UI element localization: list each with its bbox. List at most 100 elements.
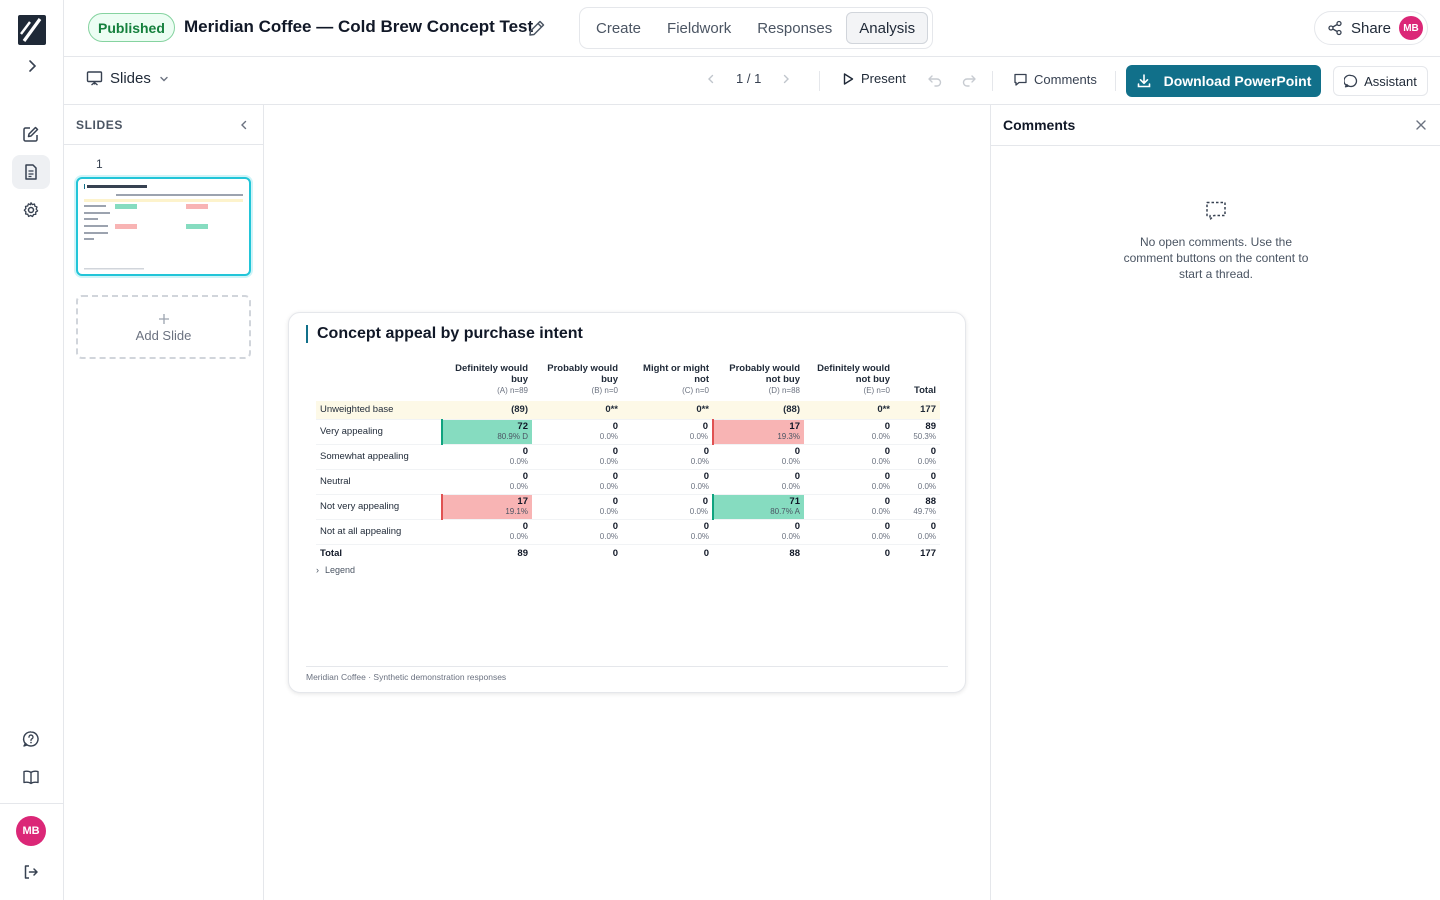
column-header: Definitely would not buy (E) n=0 (817, 363, 890, 395)
prev-page-icon[interactable] (704, 72, 718, 86)
rail-help-button[interactable] (12, 722, 50, 756)
table-cell: 0 0.0% (442, 469, 532, 495)
left-rail: MB (0, 0, 64, 900)
slide-thumbnail[interactable] (76, 177, 251, 276)
tab-create[interactable]: Create (596, 19, 642, 37)
tab-analysis[interactable]: Analysis (846, 12, 929, 44)
cell-percent: 19.1% (505, 507, 528, 516)
cell-count: 0 (794, 471, 800, 482)
legend-label: Legend (325, 565, 356, 575)
collapse-panel-icon[interactable] (237, 118, 251, 132)
total-cell: 89 (517, 548, 528, 559)
cell-percent: 0.0% (871, 532, 890, 541)
close-icon[interactable] (1414, 118, 1428, 132)
slides-heading: SLIDES (76, 117, 123, 132)
slides-toolbar: Slides 1 / 1 Present Comments Download P… (64, 57, 1440, 105)
next-page-icon[interactable] (779, 72, 793, 86)
row-label: Total (320, 548, 342, 559)
cell-percent: 0.0% (917, 482, 936, 491)
table-cell: 0 0.0% (804, 494, 894, 520)
cell-percent: 50.3% (913, 432, 936, 441)
rail-settings-button[interactable] (12, 193, 50, 227)
legend-toggle[interactable]: › Legend (316, 565, 355, 575)
cell-count: 0 (703, 471, 709, 482)
cell-count: 0 (702, 421, 708, 432)
cell-percent: 0.0% (871, 432, 890, 441)
view-dropdown[interactable]: Slides (86, 70, 170, 87)
table-cell: 0 0.0% (622, 469, 713, 495)
cell-percent: 0.0% (689, 432, 708, 441)
comments-toggle-button[interactable]: Comments (1013, 72, 1097, 87)
table-cell: 17 19.3% (712, 419, 804, 445)
cell-count: 0 (612, 471, 618, 482)
presentation-icon (86, 70, 103, 87)
total-cell: 177 (920, 548, 936, 559)
rail-edit-button[interactable] (12, 117, 50, 151)
table-cell: 17 19.1% (441, 494, 532, 520)
edit-icon (22, 125, 40, 143)
row-label: Somewhat appealing (316, 444, 442, 470)
slide-title: Concept appeal by purchase intent (306, 325, 583, 343)
download-icon (1136, 73, 1152, 89)
download-powerpoint-button[interactable]: Download PowerPoint (1126, 65, 1321, 97)
crosstab-table: Definitely would buy (A) n=89 Probably wo… (316, 363, 940, 563)
top-header: Published Meridian Coffee — Cold Brew Co… (64, 0, 1440, 57)
share-button[interactable]: Share MB (1313, 11, 1428, 45)
cell-percent: 0.0% (690, 532, 709, 541)
cell-count: 0 (884, 496, 890, 507)
cell-count: 0 (702, 496, 708, 507)
cell-count: 0 (884, 446, 890, 457)
expand-chevron-icon[interactable] (22, 56, 42, 76)
present-button[interactable]: Present (841, 71, 906, 86)
tab-responses[interactable]: Responses (757, 19, 833, 37)
cell-count: 0 (930, 521, 936, 532)
main-tabs: Create Fieldwork Responses Analysis (579, 7, 934, 49)
table-cell: 0 0.0% (532, 444, 622, 470)
survey-title: Meridian Coffee — Cold Brew Concept Test (184, 17, 534, 36)
cell-count: 0 (884, 471, 890, 482)
table-row: Not at all appealing 0 0.0% 0 0.0% 0 0.0% 0 0.0%… (316, 519, 940, 545)
assistant-label: Assistant (1364, 73, 1417, 89)
cell-percent: 80.7% A (770, 507, 800, 516)
column-header: Probably would buy (B) n=0 (547, 363, 618, 395)
header-avatar[interactable]: MB (1399, 16, 1423, 40)
base-row: Unweighted base (89) 0** 0** (88) 0** 177 (316, 401, 940, 420)
chat-bubble-icon (1344, 74, 1358, 88)
app-logo-icon[interactable] (18, 15, 46, 45)
row-label: Not very appealing (316, 494, 442, 520)
table-row: Not very appealing 17 19.1% 0 0.0% 0 0.0% 71 80.… (316, 494, 940, 520)
cell-percent: 0.0% (917, 457, 936, 466)
cell-percent: 0.0% (509, 482, 528, 491)
page-indicator: 1 / 1 (736, 71, 762, 86)
table-cell: 0 0.0% (713, 469, 804, 495)
cell-count: 0 (930, 446, 936, 457)
total-cell: 0 (884, 548, 890, 559)
slide[interactable]: Concept appeal by purchase intent Defini… (288, 312, 966, 693)
base-cell: (89) (442, 401, 532, 420)
slide-footer: Meridian Coffee · Synthetic demonstratio… (306, 666, 948, 682)
cell-percent: 0.0% (781, 532, 800, 541)
add-slide-button[interactable]: Add Slide (76, 295, 251, 359)
column-header: Probably would not buy (D) n=88 (729, 363, 800, 395)
table-cell: 0 0.0% (804, 519, 894, 545)
tab-fieldwork[interactable]: Fieldwork (667, 19, 732, 37)
table-cell: 0 0.0% (532, 519, 622, 545)
cell-percent: 0.0% (599, 532, 618, 541)
empty-comments-text: No open comments. Use the comment button… (1123, 235, 1309, 281)
rail-docs-button[interactable] (12, 760, 50, 794)
rail-logout-button[interactable] (12, 855, 50, 889)
cell-count: 0 (884, 521, 890, 532)
table-cell: 0 0.0% (442, 444, 532, 470)
row-label-header (316, 363, 442, 401)
pager: 1 / 1 (704, 71, 793, 86)
edit-title-icon[interactable] (527, 18, 547, 38)
row-label: Unweighted base (316, 401, 442, 420)
assistant-button[interactable]: Assistant (1333, 66, 1428, 96)
redo-icon[interactable] (961, 72, 977, 88)
user-avatar[interactable]: MB (16, 816, 46, 846)
undo-icon[interactable] (927, 72, 943, 88)
rail-document-button[interactable] (12, 155, 50, 189)
row-label: Very appealing (316, 419, 442, 445)
total-cell: 0 (703, 548, 709, 559)
cell-count: 88 (925, 496, 936, 507)
